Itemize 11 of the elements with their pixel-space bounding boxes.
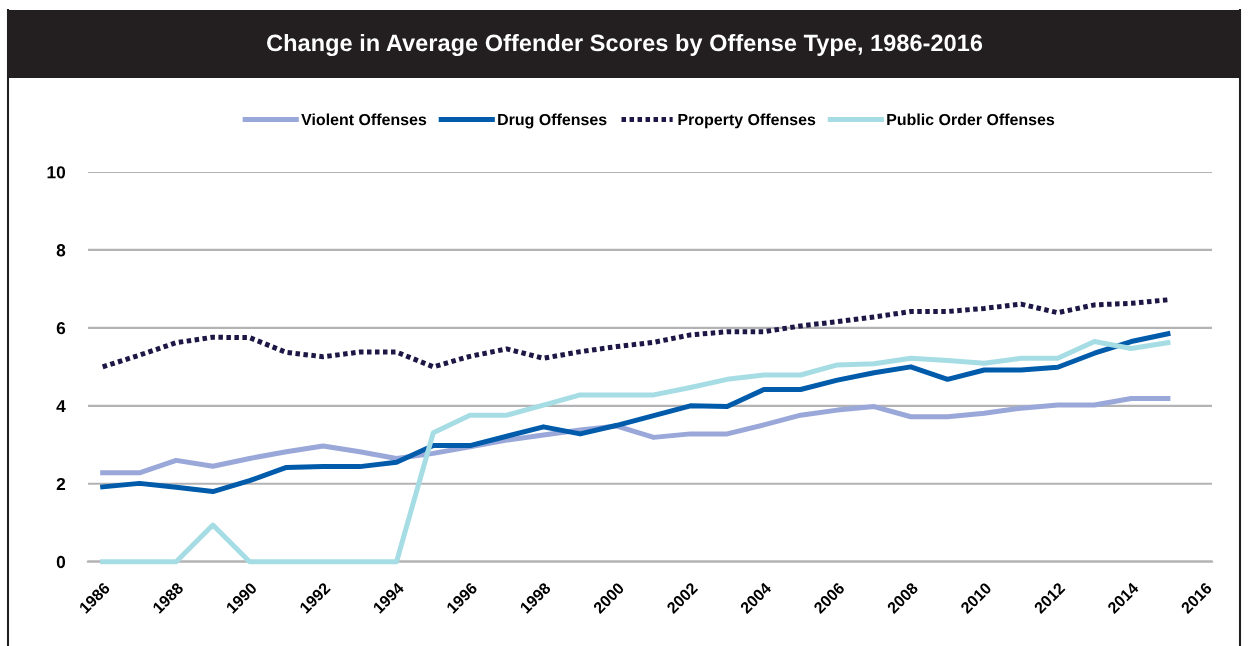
- legend-label: Drug Offenses: [498, 113, 607, 129]
- legend-label: Property Offenses: [678, 113, 816, 129]
- legend-label: Violent Offenses: [301, 113, 427, 126]
- y-tick-label: 0: [56, 555, 66, 569]
- y-tick-label: 2: [56, 477, 66, 491]
- y-tick-label: 4: [56, 400, 66, 413]
- y-tick-label: 10: [47, 166, 66, 179]
- y-tick-label: 6: [56, 322, 66, 335]
- chart-title: Change in Average Offender Scores by Offense Type, 1986-2016: [267, 33, 983, 57]
- legend-label: Public Order Offenses: [887, 113, 1055, 126]
- y-tick-label: 8: [56, 244, 66, 257]
